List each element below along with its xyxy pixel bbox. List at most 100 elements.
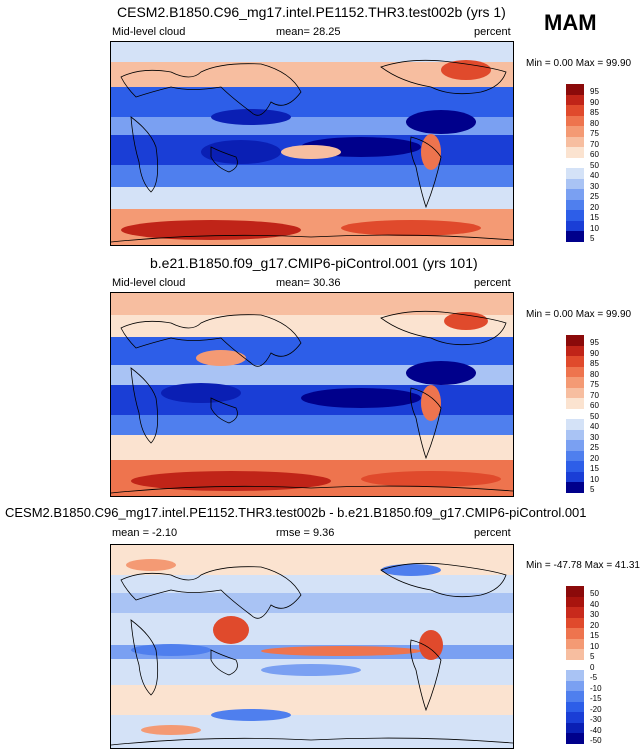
colorbar-tick-label: 50	[590, 411, 599, 421]
colorbar-tick-label: 40	[590, 599, 599, 609]
colorbar-swatch	[566, 398, 584, 409]
colorbar-swatch	[566, 377, 584, 388]
colorbar-swatch	[566, 157, 584, 168]
colorbar-tick-label: 5	[590, 234, 595, 243]
colorbar-tick-label: 30	[590, 610, 599, 619]
colorbar-swatch	[566, 115, 584, 126]
colorbar-swatch	[566, 649, 584, 660]
colorbar-swatch	[566, 335, 584, 346]
colorbar-swatch	[566, 617, 584, 628]
colorbar-swatch	[566, 366, 584, 377]
colorbar-swatch	[566, 408, 584, 419]
panel3-units-label: percent	[474, 527, 511, 539]
colorbar-swatch	[566, 596, 584, 607]
colorbar-swatch	[566, 471, 584, 482]
colorbar-tick-label: 90	[590, 97, 599, 107]
colorbar-swatch	[566, 178, 584, 189]
colorbar-tick-label: 30	[590, 181, 599, 191]
colorbar-tick-label: 60	[590, 150, 599, 159]
colorbar-tick-label: -40	[590, 725, 602, 735]
colorbar-tick-label: 85	[590, 108, 599, 117]
panel2-colorbar: 95 90 85 80 75 70 60 50 40 30 25 20 15 1…	[566, 335, 599, 494]
colorbar-tick-label: 60	[590, 401, 599, 410]
colorbar-tick-label: 0	[590, 662, 595, 672]
colorbar-tick-label: 10	[590, 474, 599, 484]
colorbar-swatch	[566, 586, 584, 597]
colorbar-swatch	[566, 168, 584, 179]
colorbar-tick-label: 40	[590, 171, 599, 180]
colorbar-swatch	[566, 461, 584, 472]
season-label: MAM	[544, 10, 597, 35]
panel3-minmax: Min = -47.78 Max = 41.31	[526, 560, 640, 571]
colorbar-tick-label: 90	[590, 348, 599, 358]
colorbar-swatch	[566, 628, 584, 639]
colorbar-swatch	[566, 701, 584, 712]
panel1-mean-label: mean= 28.25	[276, 26, 341, 38]
colorbar-tick-label: 95	[590, 338, 599, 347]
colorbar-tick-label: 40	[590, 422, 599, 431]
colorbar-tick-label: 5	[590, 485, 595, 494]
colorbar-swatch	[566, 733, 584, 744]
panel2-map-svg	[111, 293, 513, 496]
colorbar-tick-label: 20	[590, 620, 599, 630]
panel1-units-label: percent	[474, 26, 511, 38]
colorbar-tick-label: 15	[590, 631, 599, 640]
colorbar-tick-label: -15	[590, 694, 602, 703]
colorbar-tick-label: 25	[590, 192, 599, 201]
colorbar-tick-label: 15	[590, 213, 599, 222]
panel1-map-svg	[111, 42, 513, 245]
colorbar-swatch	[566, 691, 584, 702]
colorbar-swatch	[566, 419, 584, 430]
colorbar-tick-label: 95	[590, 87, 599, 96]
panel1-variable-label: Mid-level cloud	[112, 26, 186, 38]
colorbar-swatch	[566, 722, 584, 733]
colorbar-swatch	[566, 126, 584, 137]
colorbar-tick-label: -30	[590, 715, 602, 724]
panel3-rmse-label: rmse = 9.36	[276, 527, 335, 539]
colorbar-tick-label: -50	[590, 736, 602, 745]
panel2-title: b.e21.B1850.f09_g17.CMIP6-piControl.001 …	[150, 255, 478, 271]
colorbar-tick-label: 20	[590, 202, 599, 212]
colorbar-tick-label: 75	[590, 129, 599, 138]
colorbar-tick-label: 25	[590, 443, 599, 452]
panel2-map	[110, 292, 514, 497]
colorbar-swatch	[566, 429, 584, 440]
colorbar-swatch	[566, 356, 584, 367]
colorbar-swatch	[566, 105, 584, 116]
colorbar-swatch	[566, 440, 584, 451]
colorbar-tick-label: -10	[590, 683, 602, 693]
colorbar-tick-label: 5	[590, 652, 595, 661]
colorbar-tick-label: 80	[590, 369, 599, 379]
colorbar-swatch	[566, 189, 584, 200]
colorbar-swatch	[566, 147, 584, 158]
panel3-map-svg	[111, 545, 513, 748]
panel1-colorbar: 95 90 85 80 75 70 60 50 40 30 25 20 15 1…	[566, 84, 599, 243]
panel3-map	[110, 544, 514, 749]
colorbar-tick-label: 75	[590, 380, 599, 389]
panel2-mean-label: mean= 30.36	[276, 277, 341, 289]
panel1-title: CESM2.B1850.C96_mg17.intel.PE1152.THR3.t…	[117, 4, 506, 20]
colorbar-tick-label: 30	[590, 432, 599, 442]
colorbar-swatch	[566, 680, 584, 691]
colorbar-swatch	[566, 659, 584, 670]
colorbar-swatch	[566, 231, 584, 242]
panel3-colorbar: 50 40 30 20 15 10 5 0 -5 -10 -15 -20 -30…	[566, 586, 602, 745]
panel1-map	[110, 41, 514, 246]
panel1-minmax: Min = 0.00 Max = 99.90	[526, 58, 632, 69]
colorbar-tick-label: 85	[590, 359, 599, 368]
colorbar-swatch	[566, 670, 584, 681]
colorbar-swatch	[566, 220, 584, 231]
colorbar-swatch	[566, 136, 584, 147]
colorbar-tick-label: 15	[590, 464, 599, 473]
colorbar-tick-label: 50	[590, 589, 599, 598]
colorbar-swatch	[566, 345, 584, 356]
colorbar-swatch	[566, 210, 584, 221]
colorbar-tick-label: -20	[590, 704, 602, 714]
colorbar-swatch	[566, 638, 584, 649]
panel3-title: CESM2.B1850.C96_mg17.intel.PE1152.THR3.t…	[5, 505, 587, 520]
colorbar-swatch	[566, 84, 584, 95]
colorbar-swatch	[566, 94, 584, 105]
colorbar-swatch	[566, 387, 584, 398]
panel3-mean-label: mean = -2.10	[112, 527, 178, 539]
colorbar-tick-label: 70	[590, 139, 599, 149]
